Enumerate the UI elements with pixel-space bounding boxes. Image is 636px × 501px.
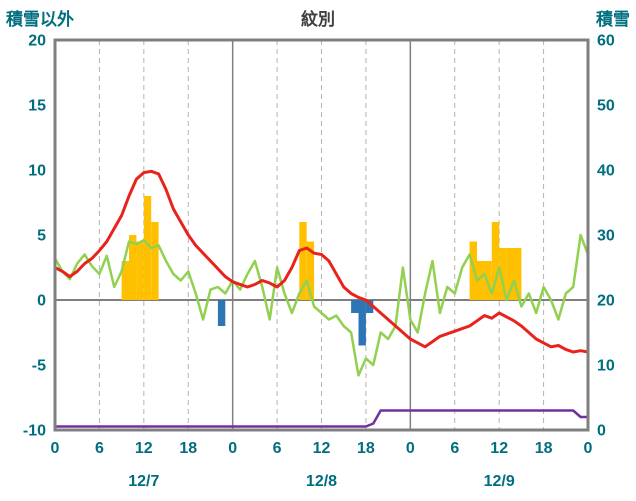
x-tick-label: 6	[450, 440, 459, 457]
plot-border	[53, 38, 590, 432]
y-left-tick-label: 10	[28, 163, 46, 180]
x-tick-label: 0	[406, 440, 415, 457]
y-right-tick-label: 40	[597, 163, 615, 180]
orange-bars	[477, 261, 485, 300]
y-left-tick-label: 15	[28, 98, 46, 115]
x-tick-label: 12	[135, 440, 153, 457]
y-left-tick-label: -10	[23, 423, 46, 440]
x-tick-label: 12	[490, 440, 508, 457]
x-tick-label: 0	[228, 440, 237, 457]
purple-line	[53, 409, 590, 428]
orange-bars	[143, 196, 152, 300]
x-tick-label: 18	[179, 440, 197, 457]
x-tick-label: 6	[95, 440, 104, 457]
orange-bars	[499, 248, 507, 300]
y-left-tick-label: 5	[37, 228, 46, 245]
chart-title: 紋別	[301, 9, 335, 29]
y-right-tick-label: 20	[597, 293, 615, 310]
red-line	[53, 169, 590, 354]
y-left-tick-label: 20	[28, 33, 46, 50]
orange-bars	[514, 248, 522, 300]
x-tick-label: 18	[535, 440, 553, 457]
y-right-tick-label: 60	[597, 33, 615, 50]
blue-bars	[358, 300, 366, 346]
day-label: 12/9	[484, 473, 515, 490]
x-tick-label: 0	[51, 440, 60, 457]
orange-bars	[129, 235, 137, 300]
orange-bars	[151, 222, 159, 300]
x-tick-label: 12	[313, 440, 331, 457]
orange-bars	[491, 222, 500, 300]
x-tick-label: 0	[584, 440, 593, 457]
blue-bars	[217, 300, 226, 326]
x-tick-label: 6	[273, 440, 282, 457]
y-right-tick-label: 30	[597, 228, 615, 245]
orange-bars	[299, 222, 307, 300]
y-left-tick-label: -5	[32, 358, 46, 375]
blue-bars	[365, 300, 374, 313]
blue-bars	[351, 300, 359, 313]
day-label: 12/8	[306, 473, 337, 490]
left-axis-title: 積雪以外	[6, 9, 74, 29]
day-label: 12/7	[128, 473, 159, 490]
y-right-tick-label: 0	[597, 423, 606, 440]
x-tick-label: 18	[357, 440, 375, 457]
orange-bars	[121, 261, 129, 300]
green-line	[53, 233, 590, 377]
orange-bars	[136, 241, 144, 300]
right-axis-title: 積雪	[596, 9, 630, 29]
y-left-tick-label: 0	[37, 293, 46, 310]
y-right-tick-label: 10	[597, 358, 615, 375]
y-right-tick-label: 50	[597, 98, 615, 115]
orange-bars	[306, 241, 315, 300]
orange-bars	[506, 248, 514, 300]
